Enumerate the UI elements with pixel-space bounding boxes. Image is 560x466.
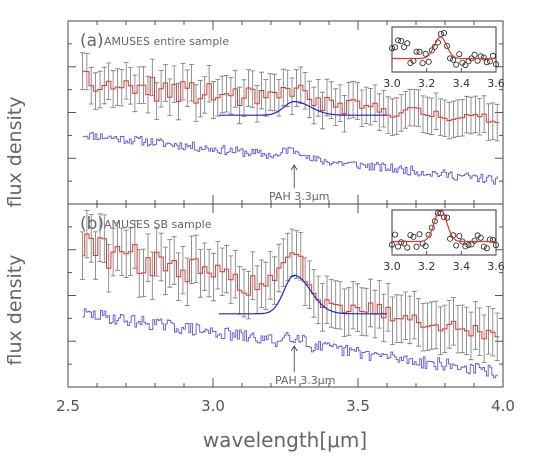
panel-a-inset: 3.0 3.2 3.4 3.6 <box>383 26 505 90</box>
panel-b-ylabel: flux density <box>4 255 26 366</box>
inset-data-point <box>471 51 478 58</box>
model-fit-line <box>218 100 387 116</box>
inset-data-point <box>483 59 490 66</box>
inset-data-point <box>492 61 499 68</box>
inset-fit-line <box>392 210 496 243</box>
x-axis: 2.5 3.0 3.5 4.0 <box>56 397 515 415</box>
inset-data-point <box>401 44 408 51</box>
inset-data-point <box>407 232 414 239</box>
panel-a-plot-area <box>67 21 504 204</box>
inset-data-point <box>480 54 487 61</box>
x-axis-label: wavelength[μm] <box>203 428 367 452</box>
inset-data-point <box>404 40 411 47</box>
pah-arrow-head <box>290 345 298 352</box>
data-spectrum-line <box>82 233 500 340</box>
panel-b-title: AMUSES SB sample <box>104 218 212 231</box>
x-tick-label: 3.5 <box>346 397 370 415</box>
inset-data-point <box>462 243 469 250</box>
panel-b-frame <box>67 203 504 388</box>
inset-tick-label: 3.4 <box>453 77 471 90</box>
inset-data-point <box>413 243 420 250</box>
panel-a-label: (a) <box>80 31 104 51</box>
inset-data-point <box>425 58 432 65</box>
inset-tick-label: 3.6 <box>487 260 505 273</box>
inset-data-point <box>431 218 438 225</box>
inset-data-point <box>450 56 457 63</box>
inset-data-point <box>447 235 454 242</box>
panel-b-inset: 3.0 3.2 3.4 3.6 <box>383 209 505 273</box>
inset-data-point <box>416 48 423 55</box>
inset-data-point <box>465 241 472 248</box>
template-spectrum-line <box>82 131 498 185</box>
inset-data-point <box>407 60 414 67</box>
panel-a-title: AMUSES entire sample <box>104 35 229 48</box>
inset-data-point <box>489 236 496 243</box>
inset-data-point <box>453 242 460 249</box>
inset-data-point <box>422 50 429 57</box>
model-fit-line <box>218 274 387 315</box>
inset-data-point <box>395 243 402 250</box>
inset-data-point <box>388 45 395 52</box>
inset-data-point <box>462 62 469 69</box>
inset-tick-label: 3.0 <box>383 260 401 273</box>
x-tick-label: 4.0 <box>491 397 515 415</box>
inset-data-point <box>395 37 402 44</box>
inset-data-point <box>404 244 411 251</box>
inset-data-point <box>398 38 405 45</box>
inset-data-point <box>444 214 451 221</box>
inset-data-point <box>416 231 423 238</box>
inset-data-point <box>453 61 460 68</box>
inset-data-point <box>456 51 463 58</box>
inset-data-point <box>428 47 435 54</box>
inset-tick-label: 3.0 <box>383 77 401 90</box>
inset-data-point <box>483 245 490 252</box>
panel-b: (b) AMUSES SB sample PAH 3.3μm 3.0 3.2 3.4… <box>67 203 505 388</box>
inset-tick-label: 3.4 <box>453 260 471 273</box>
inset-fit-line <box>392 36 496 60</box>
inset-data-point <box>456 232 463 239</box>
inset-tick-label: 3.2 <box>418 77 436 90</box>
inset-data-point <box>471 237 478 244</box>
inset-frame <box>391 26 497 73</box>
data-spectrum-line <box>82 70 500 124</box>
inset-data-point <box>419 60 426 67</box>
inset-data-point <box>434 210 441 217</box>
inset-frame <box>391 209 497 256</box>
inset-data-point <box>398 239 405 246</box>
inset-data-point <box>410 233 417 240</box>
inset-data-point <box>477 234 484 241</box>
template-spectrum-line <box>82 308 498 379</box>
inset-data-point <box>392 231 399 238</box>
inset-data-point <box>447 55 454 62</box>
x-tick-label: 3.0 <box>201 397 225 415</box>
panel-b-label: (b) <box>80 214 104 234</box>
inset-data-point <box>422 242 429 249</box>
panel-a-annotation: PAH 3.3μm <box>269 190 329 203</box>
panel-a: (a) AMUSES entire sample PAH 3.3μm 3.0 3.… <box>67 20 505 205</box>
inset-data-point <box>444 43 451 50</box>
inset-tick-label: 3.2 <box>418 260 436 273</box>
inset-data-point <box>440 29 447 36</box>
panel-a-ylabel: flux density <box>4 97 26 208</box>
x-tick-label: 2.5 <box>56 397 80 415</box>
inset-data-point <box>480 243 487 250</box>
inset-tick-label: 3.6 <box>487 77 505 90</box>
inset-data-point <box>413 48 420 55</box>
pah-arrow-head <box>290 164 298 171</box>
inset-data-point <box>492 242 499 249</box>
inset-data-point <box>392 44 399 51</box>
panel-b-annotation: PAH 3.3μm <box>275 374 335 387</box>
